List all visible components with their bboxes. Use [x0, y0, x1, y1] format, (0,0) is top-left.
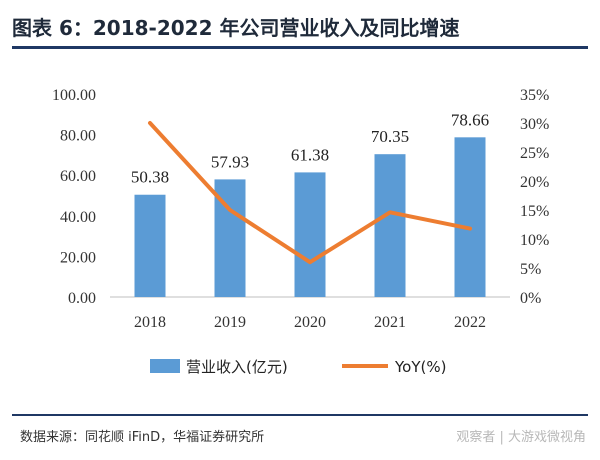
right-tick-label: 35%: [520, 87, 549, 104]
right-tick-label: 10%: [520, 232, 549, 249]
legend-label-revenue: 营业收入(亿元): [186, 358, 288, 376]
revenue-bar: [134, 194, 166, 297]
revenue-bars: [134, 137, 486, 297]
chart-title: 图表 6：2018-2022 年公司营业收入及同比增速: [12, 16, 460, 40]
footer-divider: [12, 414, 588, 416]
x-tick-label: 2020: [294, 314, 326, 331]
revenue-bar: [374, 154, 406, 297]
watermark: 观察者 | 大游戏微视角: [456, 430, 586, 445]
yoy-point: [469, 228, 471, 230]
right-tick-label: 25%: [520, 145, 549, 162]
revenue-bar: [454, 137, 486, 297]
title-divider: [12, 46, 588, 49]
left-tick-label: 100.00: [52, 87, 96, 104]
bar-value-label: 78.66: [451, 110, 489, 129]
legend-swatch-revenue: [150, 359, 180, 373]
x-tick-label: 2018: [134, 314, 166, 331]
right-tick-label: 30%: [520, 116, 549, 133]
chart-canvas: 0.00 20.00 40.00 60.00 80.00 100.00 0% 5% 10% 15…: [52, 87, 549, 376]
right-tick-label: 0%: [520, 290, 541, 307]
bar-value-label: 50.38: [131, 168, 169, 187]
legend-label-yoy: YoY(%): [394, 358, 446, 376]
x-tick-label: 2021: [374, 314, 406, 331]
source-note: 数据来源：同花顺 iFinD，华福证券研究所: [20, 430, 265, 445]
right-tick-label: 20%: [520, 174, 549, 191]
left-axis-ticks: 0.00 20.00 40.00 60.00 80.00 100.00: [52, 87, 96, 307]
x-tick-label: 2022: [454, 314, 486, 331]
left-tick-label: 40.00: [60, 209, 96, 226]
left-tick-label: 20.00: [60, 249, 96, 266]
right-axis-ticks: 0% 5% 10% 15% 20% 25% 30% 35%: [520, 87, 549, 307]
right-tick-label: 5%: [520, 261, 541, 278]
x-axis-ticks: 2018 2019 2020 2021 2022: [134, 314, 486, 331]
left-tick-label: 0.00: [68, 290, 96, 307]
legend: 营业收入(亿元) YoY(%): [150, 358, 446, 376]
revenue-bar-labels: 50.38 57.93 61.38 70.35 78.66: [131, 110, 489, 186]
yoy-point: [309, 261, 311, 263]
left-tick-label: 60.00: [60, 168, 96, 185]
revenue-bar: [294, 172, 326, 297]
bar-value-label: 70.35: [371, 127, 409, 146]
bar-value-label: 61.38: [291, 145, 329, 164]
yoy-point: [149, 122, 151, 124]
left-tick-label: 80.00: [60, 128, 96, 145]
right-tick-label: 15%: [520, 203, 549, 220]
yoy-point: [389, 211, 391, 213]
yoy-line-layer: [148, 121, 472, 265]
bar-value-label: 57.93: [211, 152, 249, 171]
x-tick-label: 2019: [214, 314, 246, 331]
yoy-point: [229, 209, 231, 211]
